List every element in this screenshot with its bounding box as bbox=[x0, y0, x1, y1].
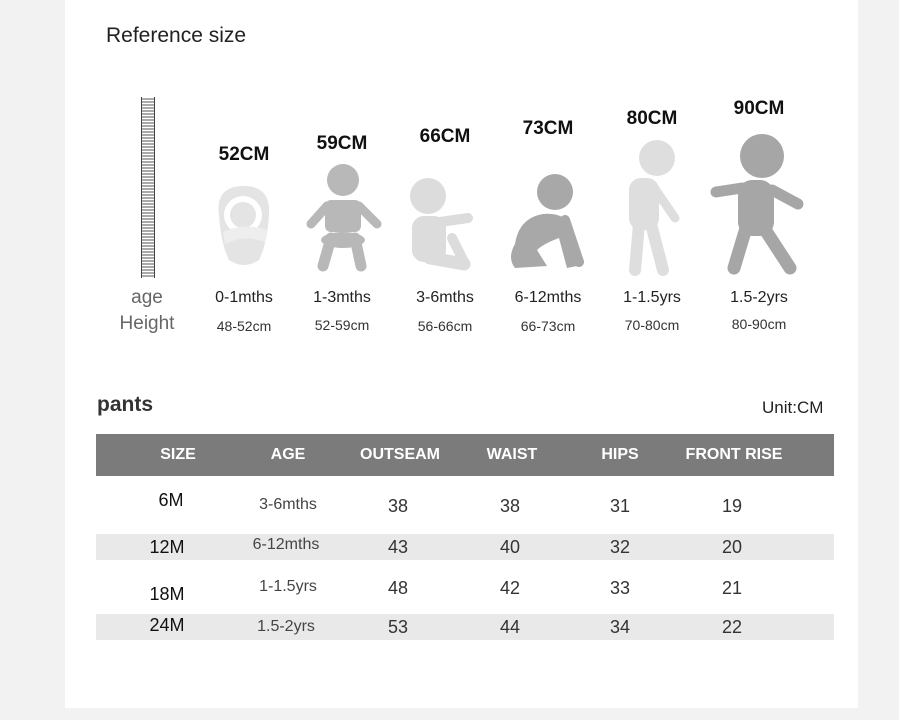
baby-crawling-icon bbox=[493, 120, 603, 280]
column-header-front-rise: FRONT RISE bbox=[685, 446, 783, 463]
cell-waist: 42 bbox=[499, 578, 521, 598]
cell-hips: 34 bbox=[609, 617, 631, 637]
cell-size: 18M bbox=[149, 584, 185, 604]
cell-size: 24M bbox=[149, 615, 185, 635]
ruler-icon bbox=[141, 97, 155, 278]
cell-outseam: 38 bbox=[387, 496, 409, 516]
stage-height-label: 48-52cm bbox=[216, 318, 272, 334]
cell-age: 6-12mths bbox=[252, 536, 320, 553]
cell-age: 1.5-2yrs bbox=[257, 618, 315, 635]
cell-outseam: 53 bbox=[387, 617, 409, 637]
table-row: 12M 6-12mths 43 40 32 20 bbox=[96, 534, 834, 560]
cell-age: 3-6mths bbox=[259, 496, 317, 513]
cell-age: 1-1.5yrs bbox=[259, 578, 317, 595]
height-row-label: Height bbox=[119, 313, 175, 334]
reference-size-title: Reference size bbox=[106, 24, 247, 47]
cell-front-rise: 21 bbox=[721, 578, 743, 598]
stage-age-label: 1-1.5yrs bbox=[623, 289, 681, 306]
column-header-waist: WAIST bbox=[486, 446, 538, 463]
column-header-outseam: OUTSEAM bbox=[360, 446, 440, 463]
cell-waist: 40 bbox=[499, 537, 521, 557]
infant-sitting-icon bbox=[287, 120, 397, 280]
stage-cm-label: 59CM bbox=[316, 133, 368, 154]
unit-label: Unit:CM bbox=[762, 398, 824, 417]
toddler-standing-icon bbox=[597, 120, 707, 280]
baby-sitting-icon bbox=[390, 120, 500, 280]
stage-age-label: 6-12mths bbox=[514, 289, 582, 306]
cell-front-rise: 22 bbox=[721, 617, 743, 637]
stage-cm-label: 66CM bbox=[419, 126, 471, 147]
table-row: 6M 3-6mths 38 38 31 19 bbox=[96, 490, 834, 516]
stage-height-label: 66-73cm bbox=[520, 318, 576, 334]
stage-age-label: 0-1mths bbox=[215, 289, 273, 306]
table-row: 24M 1.5-2yrs 53 44 34 22 bbox=[96, 614, 834, 640]
cell-size: 12M bbox=[149, 537, 185, 557]
stage-height-label: 52-59cm bbox=[314, 317, 370, 333]
cell-outseam: 43 bbox=[387, 537, 409, 557]
pants-title: pants bbox=[97, 393, 154, 416]
stage-cm-label: 73CM bbox=[522, 118, 574, 139]
cell-hips: 31 bbox=[609, 496, 631, 516]
stage-height-label: 56-66cm bbox=[417, 318, 473, 334]
table-row: 18M 1-1.5yrs 48 42 33 21 bbox=[96, 574, 834, 604]
stage-age-label: 3-6mths bbox=[416, 289, 474, 306]
stage-height-label: 70-80cm bbox=[624, 317, 680, 333]
content-card bbox=[65, 0, 858, 708]
cell-hips: 32 bbox=[609, 537, 631, 557]
cell-front-rise: 19 bbox=[721, 496, 743, 516]
cell-waist: 38 bbox=[499, 496, 521, 516]
stage-cm-label: 52CM bbox=[218, 144, 270, 165]
stage-age-label: 1.5-2yrs bbox=[730, 289, 788, 306]
table-header: SIZE AGE OUTSEAM WAIST HIPS FRONT RISE bbox=[96, 434, 834, 476]
cell-waist: 44 bbox=[499, 617, 521, 637]
column-header-hips: HIPS bbox=[601, 446, 639, 463]
cell-size: 6M bbox=[158, 490, 184, 510]
column-header-size: SIZE bbox=[160, 446, 196, 463]
stage-age-label: 1-3mths bbox=[313, 289, 371, 306]
stage-cm-label: 80CM bbox=[626, 108, 678, 129]
cell-hips: 33 bbox=[609, 578, 631, 598]
toddler-walking-icon bbox=[704, 120, 814, 280]
swaddled-baby-icon bbox=[189, 120, 299, 280]
column-header-age: AGE bbox=[270, 446, 306, 463]
cell-outseam: 48 bbox=[387, 578, 409, 598]
cell-front-rise: 20 bbox=[721, 537, 743, 557]
age-row-label: age bbox=[131, 287, 163, 308]
stage-height-label: 80-90cm bbox=[731, 316, 787, 332]
stage-cm-label: 90CM bbox=[733, 98, 785, 119]
